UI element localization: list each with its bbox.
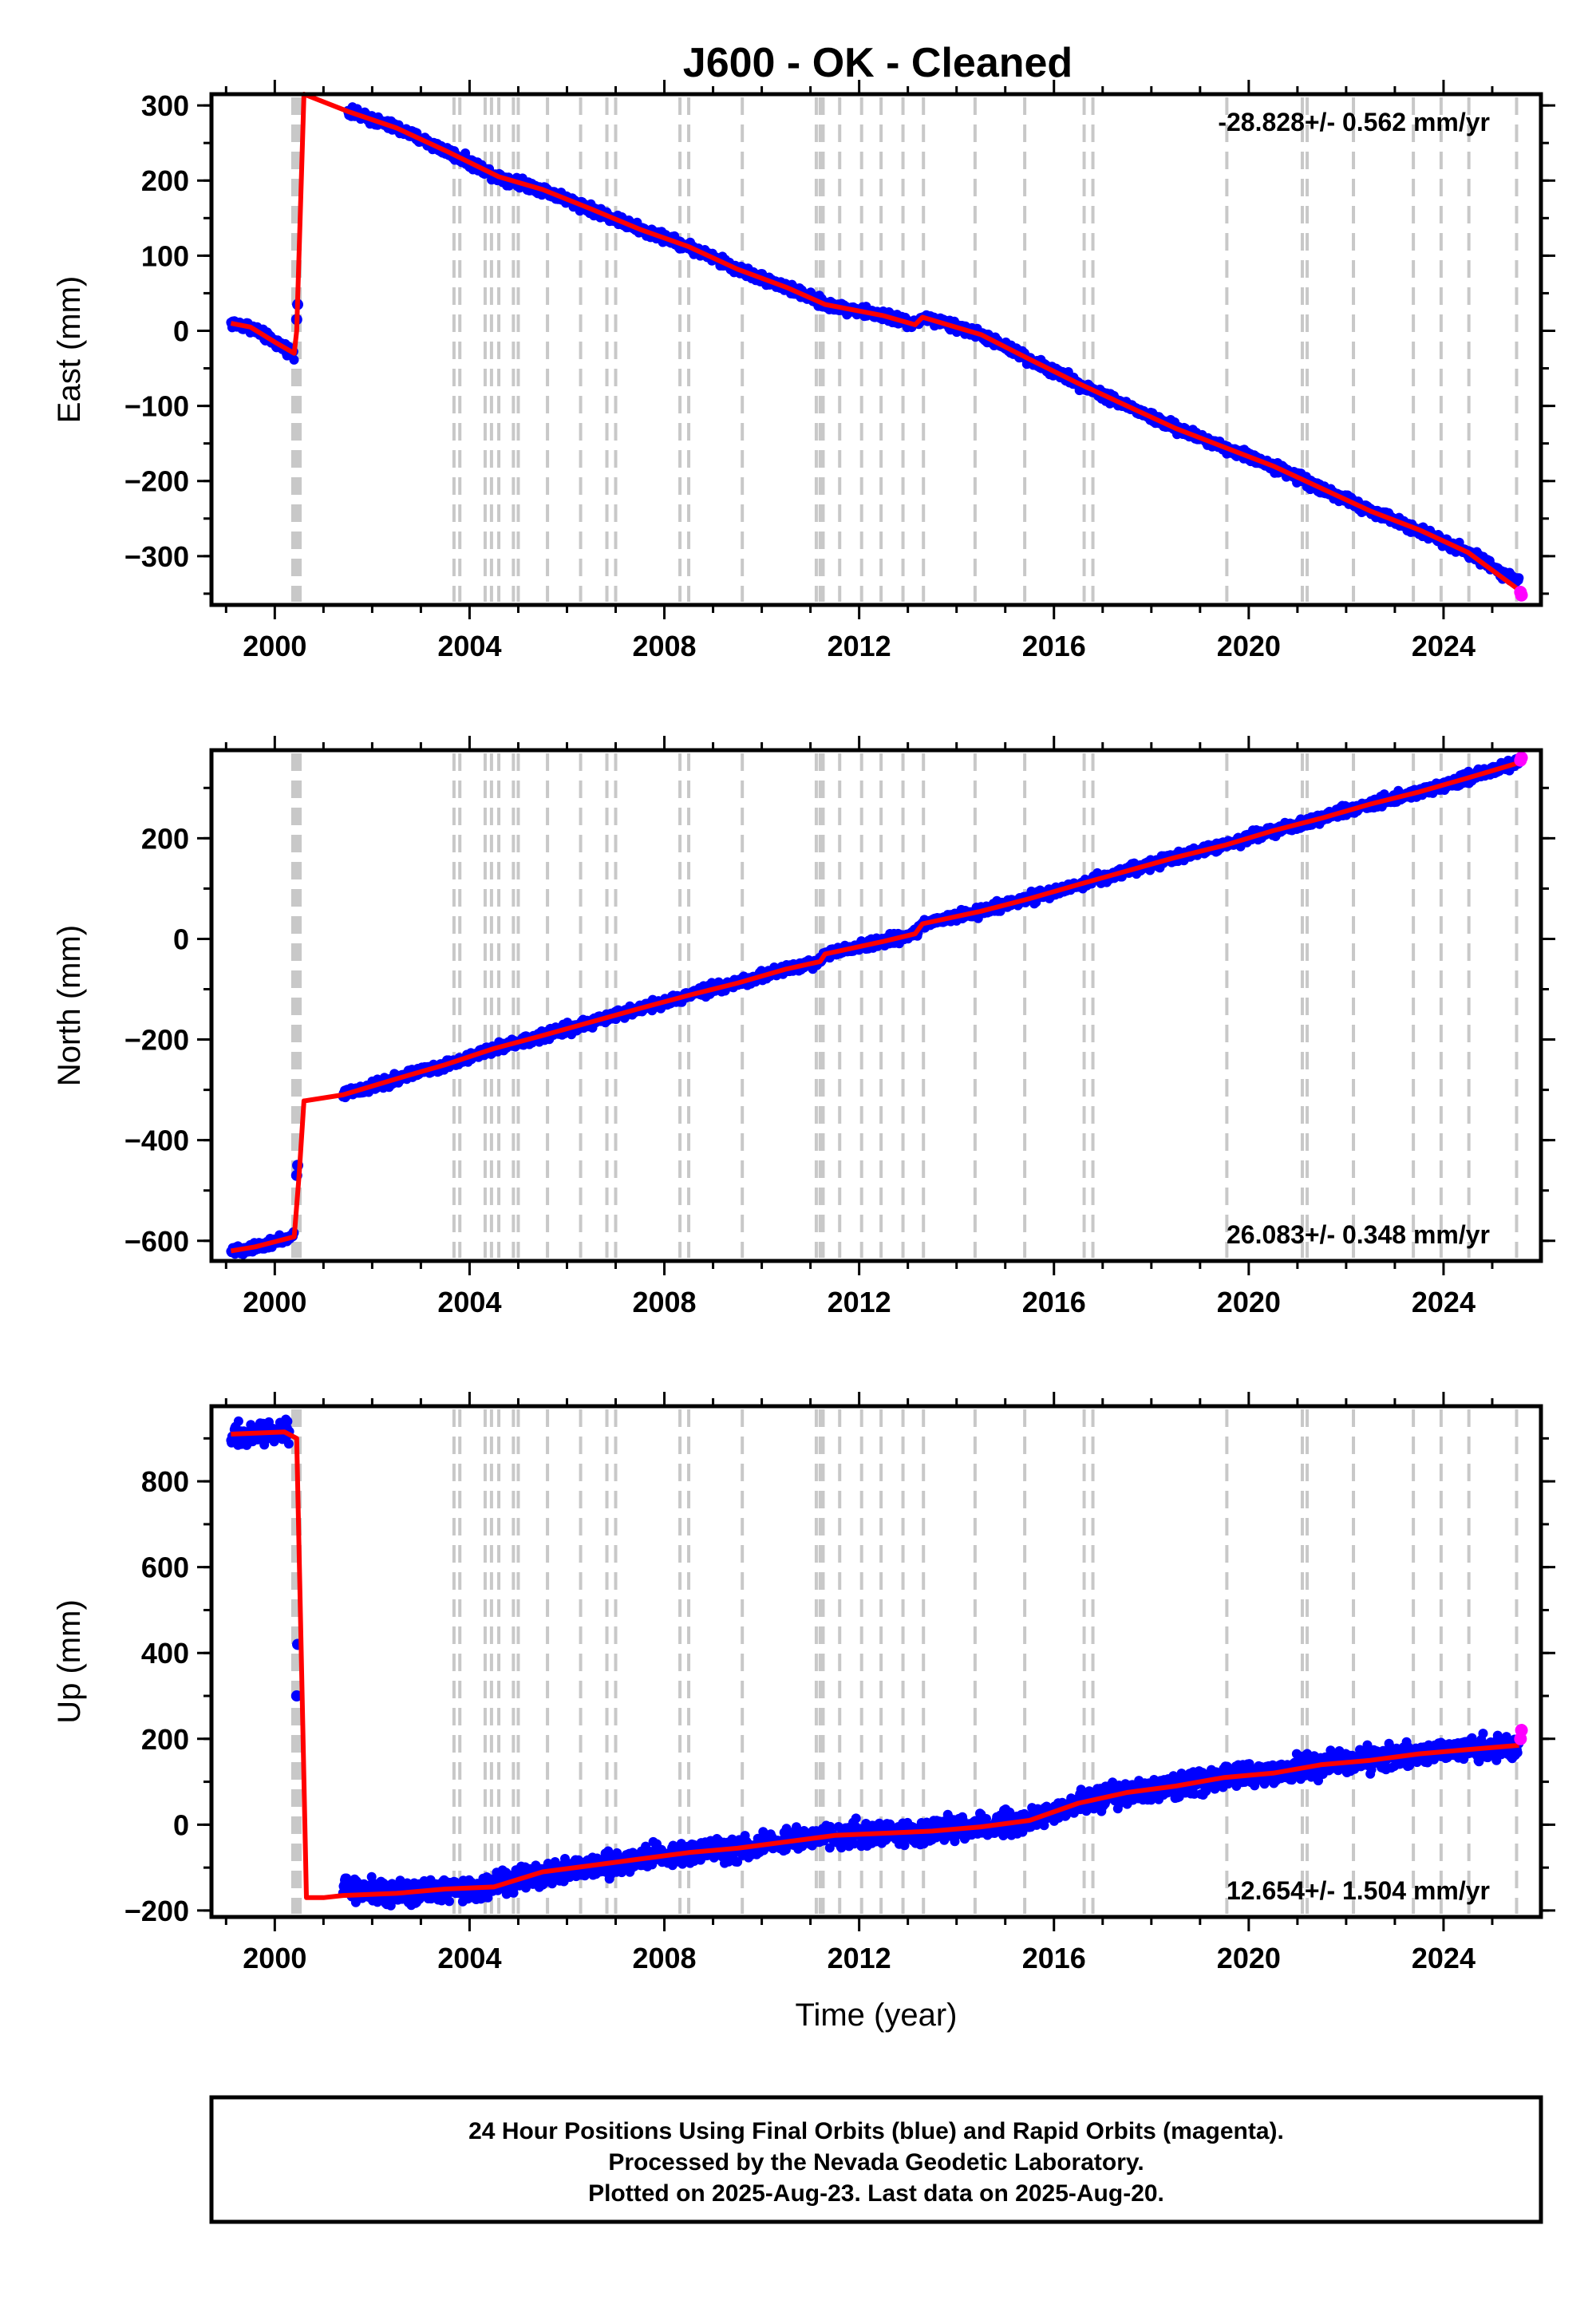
x-tick-label: 2004 (437, 1286, 501, 1318)
model-line (230, 92, 1521, 592)
final-orbit-point (283, 1439, 294, 1449)
final-orbit-point (1514, 573, 1524, 583)
y-tick-label: −200 (124, 1024, 189, 1057)
y-tick-label: −300 (124, 540, 189, 573)
y-axis-label: East (mm) (52, 276, 87, 423)
rate-annotation: -28.828+/- 0.562 mm/yr (1218, 108, 1490, 136)
x-tick-label: 2016 (1022, 1286, 1086, 1318)
final-orbit-point (289, 354, 299, 365)
chart-title: J600 - OK - Cleaned (683, 40, 1073, 86)
plot-frame (209, 92, 1543, 607)
y-tick-label: 300 (141, 89, 189, 122)
rapid-orbit-point (1515, 751, 1528, 765)
x-tick-label: 2004 (437, 630, 501, 662)
y-tick-label: −600 (124, 1225, 189, 1258)
x-tick-label: 2020 (1217, 1286, 1281, 1318)
x-tick-label: 2000 (243, 1286, 306, 1318)
x-tick-label: 2024 (1412, 1286, 1476, 1318)
rate-annotation: 26.083+/- 0.348 mm/yr (1227, 1220, 1490, 1249)
y-tick-label: 200 (141, 164, 189, 197)
y-tick-label: 200 (141, 822, 189, 855)
up-panel: 2000 2004 2008 2012 2016 2020 2024800600400200… (52, 1392, 1555, 2033)
final-orbit-point (282, 1417, 293, 1426)
x-tick-label: 2012 (828, 630, 891, 662)
rapid-orbit-point (1515, 588, 1528, 602)
y-tick-label: 0 (173, 314, 189, 347)
final-orbit-point (233, 1416, 243, 1426)
x-tick-label: 2016 (1022, 630, 1086, 662)
y-axis-label: North (mm) (52, 925, 87, 1086)
y-tick-label: −400 (124, 1124, 189, 1157)
model-line (230, 760, 1520, 1254)
y-tick-label: 0 (173, 923, 189, 955)
x-tick-label: 2012 (828, 1286, 891, 1318)
east-panel: 2000 2004 2008 2012 2016 2020 2024 300 200 100 0 −1… (52, 80, 1555, 662)
x-tick-label: 2000 (243, 630, 306, 662)
x-tick-label: 2008 (632, 630, 696, 662)
y-tick-label: 100 (141, 239, 189, 272)
y-tick-label: −100 (124, 390, 189, 423)
plot-frame (209, 748, 1543, 1263)
north-panel: 2000 2004 2008 2012 2016 2020 20242000−200−400… (52, 736, 1555, 1318)
final-orbit-point (444, 1896, 454, 1907)
x-tick-label: 2024 (1412, 630, 1476, 662)
x-tick-label: 2008 (632, 1286, 696, 1318)
x-tick-label: 2020 (1217, 630, 1281, 662)
y-tick-label: −200 (124, 465, 189, 498)
